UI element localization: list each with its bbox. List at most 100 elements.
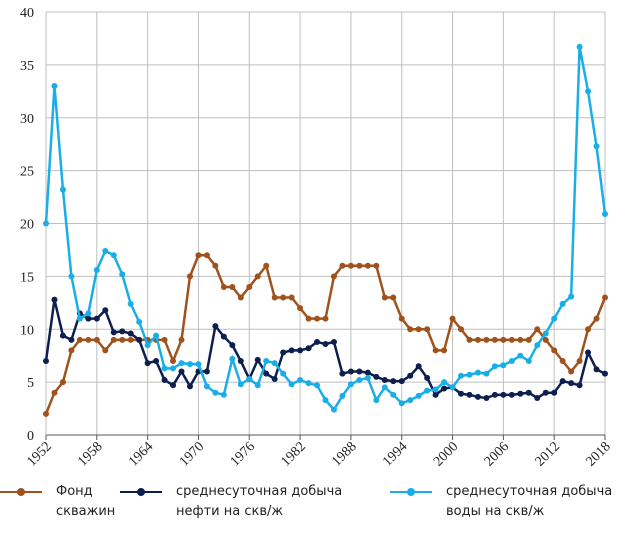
- point: [424, 387, 431, 394]
- point: [59, 379, 66, 386]
- point: [119, 336, 126, 343]
- point: [441, 385, 448, 392]
- point: [297, 347, 304, 354]
- point: [271, 360, 278, 367]
- point: [330, 273, 337, 280]
- point: [322, 341, 329, 348]
- point: [220, 333, 227, 340]
- legend-swatch: [120, 482, 162, 502]
- point: [229, 342, 236, 349]
- point: [119, 271, 126, 278]
- point: [254, 382, 261, 389]
- point: [534, 394, 541, 401]
- legend-item: среднесуточная добыча нефти на скв/ж: [120, 482, 356, 522]
- point: [466, 391, 473, 398]
- point: [508, 336, 515, 343]
- point: [263, 262, 270, 269]
- point: [441, 379, 448, 386]
- y-tick-label: 0: [27, 429, 34, 444]
- point: [102, 247, 109, 254]
- point: [212, 262, 219, 269]
- point: [297, 377, 304, 384]
- point: [314, 315, 321, 322]
- point: [576, 357, 583, 364]
- point: [458, 390, 465, 397]
- point: [51, 83, 58, 90]
- point: [466, 371, 473, 378]
- point: [432, 391, 439, 398]
- point: [51, 389, 58, 396]
- point: [576, 382, 583, 389]
- point: [76, 315, 83, 322]
- point: [59, 186, 66, 193]
- point: [280, 370, 287, 377]
- point: [356, 262, 363, 269]
- point: [593, 315, 600, 322]
- point: [525, 336, 532, 343]
- point: [161, 336, 168, 343]
- point: [51, 296, 58, 303]
- point: [373, 373, 380, 380]
- point: [508, 357, 515, 364]
- point: [398, 315, 405, 322]
- x-tick-label: 1970: [177, 439, 207, 469]
- y-tick-label: 35: [20, 59, 34, 74]
- point: [525, 357, 532, 364]
- point: [347, 262, 354, 269]
- point: [356, 377, 363, 384]
- point: [559, 300, 566, 307]
- point: [466, 336, 473, 343]
- x-tick-label: 2000: [431, 439, 461, 469]
- x-tick-label: 1964: [126, 439, 156, 469]
- point: [280, 294, 287, 301]
- point: [449, 315, 456, 322]
- point: [593, 143, 600, 150]
- point: [339, 392, 346, 399]
- x-tick-label: 1994: [380, 439, 410, 469]
- point: [381, 384, 388, 391]
- legend-label: Фонд скважин: [56, 484, 116, 519]
- point: [195, 252, 202, 259]
- point: [373, 262, 380, 269]
- point: [144, 360, 151, 367]
- point: [330, 406, 337, 413]
- point: [263, 357, 270, 364]
- point: [424, 374, 431, 381]
- point: [407, 326, 414, 333]
- point: [254, 356, 261, 363]
- point: [559, 357, 566, 364]
- point: [203, 368, 210, 375]
- point: [203, 383, 210, 390]
- point: [237, 294, 244, 301]
- point: [525, 389, 532, 396]
- point: [314, 382, 321, 389]
- point: [85, 315, 92, 322]
- x-tick-label: 1988: [329, 439, 359, 469]
- point: [390, 391, 397, 398]
- point: [85, 336, 92, 343]
- point: [186, 273, 193, 280]
- point: [305, 315, 312, 322]
- point: [93, 336, 100, 343]
- point: [186, 383, 193, 390]
- point: [593, 366, 600, 373]
- point: [102, 347, 109, 354]
- point: [390, 378, 397, 385]
- point: [508, 391, 515, 398]
- point: [483, 336, 490, 343]
- point: [110, 329, 117, 336]
- y-tick-label: 20: [20, 218, 34, 233]
- point: [568, 293, 575, 300]
- y-tick-label: 15: [20, 270, 34, 285]
- point: [483, 370, 490, 377]
- point: [500, 336, 507, 343]
- point: [458, 372, 465, 379]
- point: [415, 392, 422, 399]
- point: [271, 375, 278, 382]
- point: [144, 342, 151, 349]
- x-tick-label: 1976: [228, 439, 258, 469]
- point: [483, 394, 490, 401]
- x-tick-label: 2006: [482, 439, 512, 469]
- x-tick-label: 1958: [75, 439, 105, 469]
- point: [432, 386, 439, 393]
